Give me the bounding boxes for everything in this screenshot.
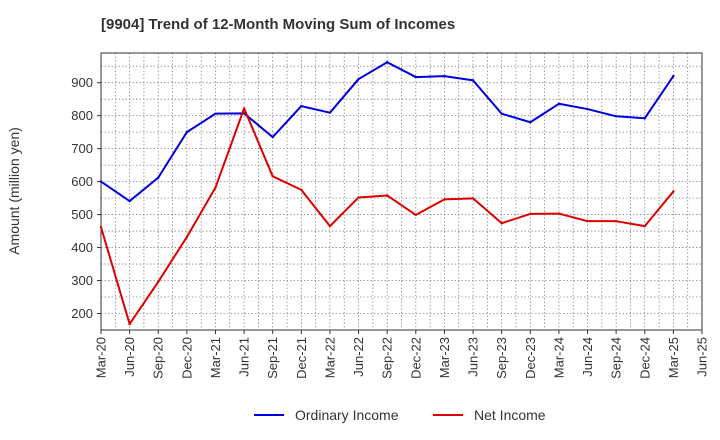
x-tick-label: Mar-24 — [551, 337, 566, 378]
data-point — [500, 221, 503, 225]
x-tick-label: Dec-22 — [408, 337, 423, 379]
data-point — [271, 175, 274, 178]
data-point — [300, 188, 303, 192]
legend-label-ordinary-income: Ordinary Income — [295, 407, 399, 423]
data-point — [385, 61, 389, 64]
data-point — [99, 225, 103, 229]
data-point — [471, 197, 475, 200]
data-point — [529, 212, 532, 216]
data-point — [385, 194, 389, 197]
data-point — [157, 176, 160, 179]
x-tick-label: Sep-24 — [609, 337, 624, 379]
data-point — [242, 107, 246, 110]
data-point — [672, 190, 675, 193]
legend: Ordinary Income Net Income — [254, 407, 546, 423]
y-tick-label: 700 — [71, 141, 93, 156]
y-tick-label: 400 — [71, 240, 93, 255]
x-tick-label: Sep-21 — [265, 337, 280, 379]
data-point — [586, 107, 589, 111]
data-point — [557, 212, 561, 215]
data-point — [157, 280, 160, 284]
data-point — [614, 115, 618, 118]
data-point — [99, 180, 103, 183]
x-tick-label: Jun-20 — [122, 337, 137, 377]
data-point — [300, 104, 303, 108]
x-tick-label: Dec-24 — [637, 337, 652, 379]
x-tick-label: Sep-23 — [494, 337, 509, 379]
data-point — [586, 219, 589, 223]
y-tick-label: 500 — [71, 207, 93, 222]
y-tick-label: 900 — [71, 75, 93, 90]
data-point — [214, 186, 217, 189]
data-point — [443, 198, 446, 201]
data-point — [128, 199, 131, 203]
data-point — [328, 111, 332, 114]
y-tick-label: 300 — [71, 273, 93, 288]
data-point — [185, 130, 189, 134]
legend-label-net-income: Net Income — [474, 407, 546, 423]
data-point — [500, 112, 503, 115]
x-tick-label: Jun-22 — [351, 337, 366, 377]
data-point — [443, 74, 446, 78]
x-tick-label: Mar-21 — [208, 337, 223, 378]
data-point — [414, 213, 418, 217]
x-tick-label: Mar-23 — [437, 337, 452, 378]
x-tick-label: Jun-21 — [237, 337, 252, 377]
data-point — [672, 74, 675, 78]
y-tick-label: 600 — [71, 174, 93, 189]
x-tick-label: Jun-23 — [466, 337, 481, 377]
x-tick-label: Dec-20 — [179, 337, 194, 379]
x-tick-label: Dec-21 — [294, 337, 309, 379]
data-point — [557, 102, 561, 105]
data-point — [271, 135, 274, 139]
data-point — [328, 224, 332, 228]
x-tick-label: Mar-25 — [666, 337, 681, 378]
y-tick-label: 800 — [71, 108, 93, 123]
series-lines — [99, 61, 675, 326]
data-point — [214, 112, 217, 115]
x-tick-label: Dec-23 — [523, 337, 538, 379]
data-point — [614, 219, 618, 223]
data-point — [643, 224, 646, 228]
data-point — [128, 322, 131, 326]
x-tick-label: Sep-22 — [380, 337, 395, 379]
x-tick-label: Jun-25 — [695, 337, 710, 377]
chart-title: [9904] Trend of 12-Month Moving Sum of I… — [101, 16, 456, 33]
data-point — [357, 196, 360, 199]
x-tick-label: Mar-20 — [94, 337, 109, 378]
data-point — [357, 77, 360, 81]
x-tick-label: Sep-20 — [151, 337, 166, 379]
data-point — [414, 75, 418, 79]
x-axis: Mar-20 Jun-20 Sep-20 Dec-20 Mar-21 Jun-21 Sep-… — [94, 330, 710, 379]
y-tick-label: 200 — [71, 306, 93, 321]
data-point — [471, 79, 475, 82]
data-point — [529, 121, 532, 124]
data-point — [643, 117, 646, 120]
data-point — [185, 235, 189, 239]
x-tick-label: Jun-24 — [580, 337, 595, 377]
grid-lines — [101, 53, 702, 330]
x-tick-label: Mar-22 — [322, 337, 337, 378]
y-axis: 200 300 400 500 600 700 800 900 — [71, 75, 101, 321]
y-axis-label: Amount (million yen) — [6, 127, 22, 255]
plot-border — [100, 52, 703, 331]
